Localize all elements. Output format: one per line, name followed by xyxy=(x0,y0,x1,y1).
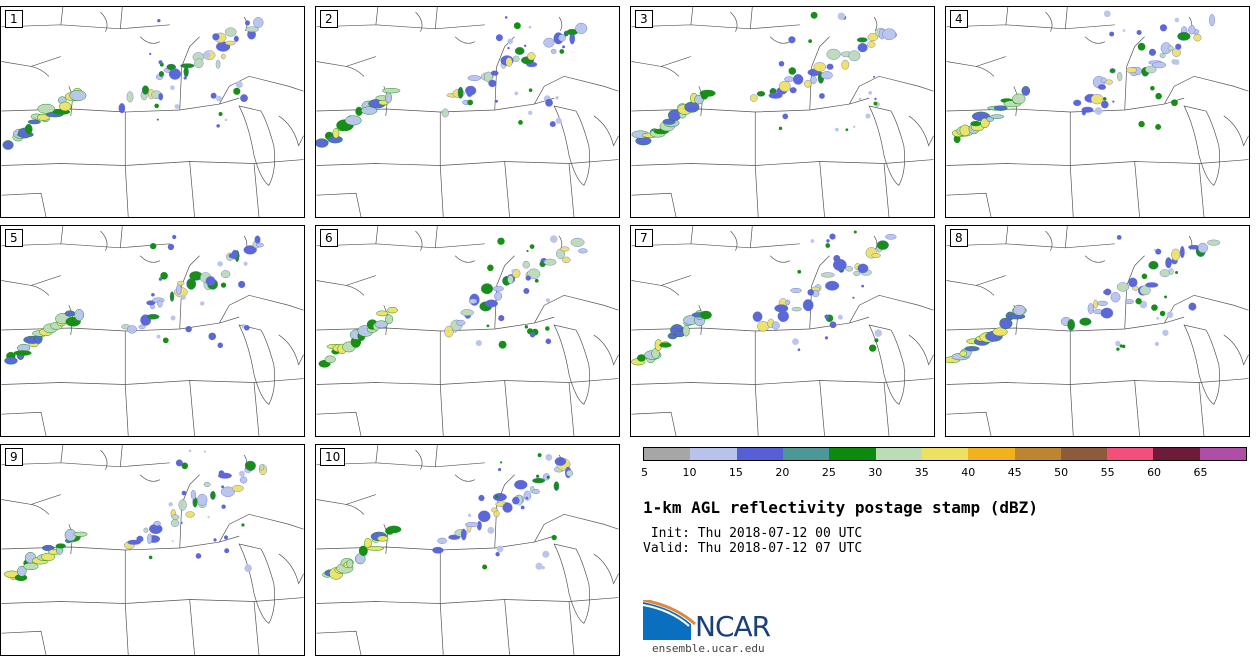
colorbar-segment xyxy=(690,448,737,460)
colorbar-tick-label: 40 xyxy=(961,466,976,479)
ensemble-member-panel: 3 xyxy=(630,6,935,218)
member-label: 10 xyxy=(320,448,346,466)
colorbar-segment xyxy=(875,448,922,460)
reflectivity-colorbar xyxy=(643,447,1247,461)
colorbar-tick-label: 50 xyxy=(1054,466,1069,479)
init-time: Init: Thu 2018-07-12 00 UTC xyxy=(643,526,863,541)
colorbar-tick-label: 10 xyxy=(682,466,697,479)
map-icon xyxy=(316,7,619,217)
colorbar-tick-label: 65 xyxy=(1193,466,1208,479)
ncar-logo-text: NCAR xyxy=(695,610,771,643)
map-icon xyxy=(631,226,934,436)
colorbar-segment xyxy=(736,448,783,460)
colorbar-segment xyxy=(644,448,691,460)
member-label: 5 xyxy=(5,229,23,247)
colorbar-tick-label: 5 xyxy=(641,466,648,479)
ensemble-member-panel: 2 xyxy=(315,6,620,218)
ensemble-member-panel: 8 xyxy=(945,225,1250,437)
map-icon xyxy=(1,7,304,217)
colorbar-tick-label: 25 xyxy=(821,466,836,479)
ensemble-member-panel: 1 xyxy=(0,6,305,218)
map-icon xyxy=(946,226,1249,436)
colorbar-segment xyxy=(921,448,969,460)
member-label: 4 xyxy=(950,10,968,28)
colorbar-segment xyxy=(829,448,876,460)
member-label: 6 xyxy=(320,229,338,247)
map-icon xyxy=(1,226,304,436)
ensemble-member-panel: 6 xyxy=(315,225,620,437)
colorbar-segment xyxy=(1060,448,1108,460)
colorbar-segment xyxy=(1153,448,1200,460)
ncar-logo-icon xyxy=(643,600,697,640)
colorbar-segment xyxy=(782,448,830,460)
colorbar-segment xyxy=(1014,448,1061,460)
colorbar-segment xyxy=(1107,448,1154,460)
map-icon xyxy=(631,7,934,217)
colorbar-tick-label: 30 xyxy=(868,466,883,479)
member-label: 8 xyxy=(950,229,968,247)
map-icon xyxy=(316,445,619,655)
member-label: 3 xyxy=(635,10,653,28)
map-icon xyxy=(316,226,619,436)
site-url: ensemble.ucar.edu xyxy=(652,642,765,655)
member-label: 1 xyxy=(5,10,23,28)
colorbar-tick-label: 15 xyxy=(728,466,743,479)
colorbar-ticks: 5 10 15 20 25 30 35 40 45 50 55 60 65 xyxy=(641,466,1247,480)
map-icon xyxy=(946,7,1249,217)
member-label: 7 xyxy=(635,229,653,247)
member-label: 9 xyxy=(5,448,23,466)
colorbar-tick-label: 60 xyxy=(1147,466,1162,479)
colorbar-segment xyxy=(968,448,1015,460)
colorbar-tick-label: 20 xyxy=(775,466,790,479)
colorbar-tick-label: 35 xyxy=(914,466,929,479)
ensemble-member-panel: 7 xyxy=(630,225,935,437)
ensemble-member-panel: 9 xyxy=(0,444,305,656)
ensemble-member-panel: 4 xyxy=(945,6,1250,218)
colorbar-tick-label: 55 xyxy=(1100,466,1115,479)
map-icon xyxy=(1,445,304,655)
valid-time: Valid: Thu 2018-07-12 07 UTC xyxy=(643,541,863,556)
colorbar-tick-label: 45 xyxy=(1007,466,1022,479)
ensemble-member-panel: 5 xyxy=(0,225,305,437)
ensemble-member-panel: 10 xyxy=(315,444,620,656)
member-label: 2 xyxy=(320,10,338,28)
plot-title: 1-km AGL reflectivity postage stamp (dBZ… xyxy=(643,498,1038,517)
colorbar-segment xyxy=(1199,448,1247,460)
